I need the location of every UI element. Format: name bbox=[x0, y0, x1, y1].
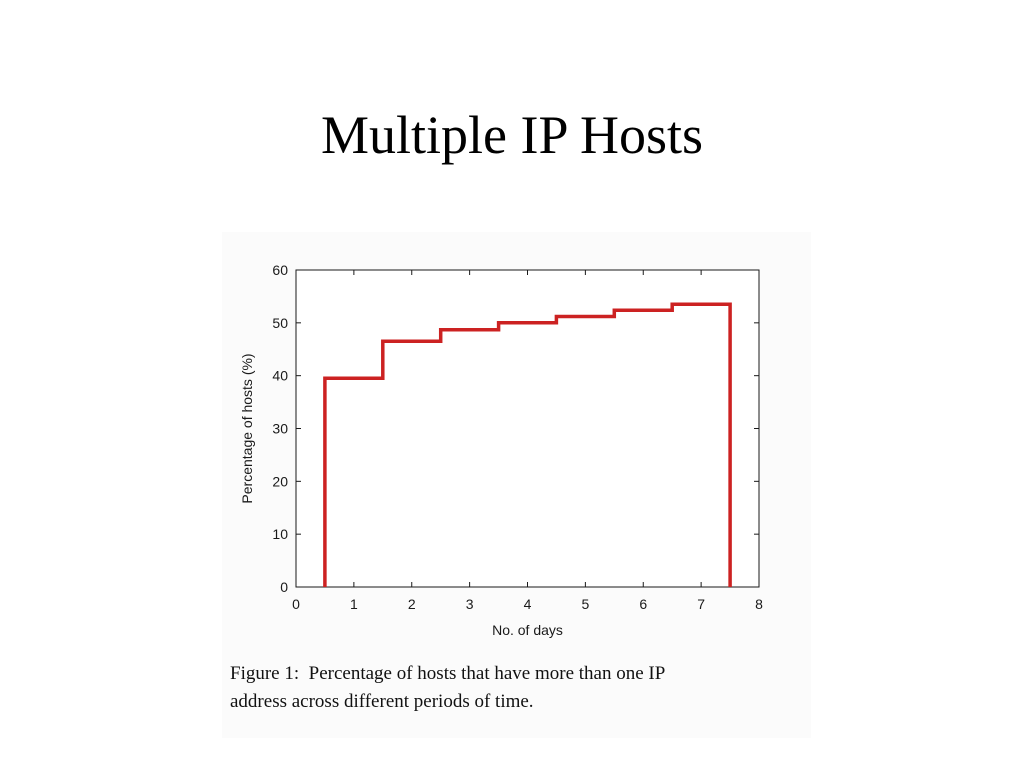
x-tick-label: 6 bbox=[639, 596, 647, 612]
x-tick-label: 2 bbox=[408, 596, 416, 612]
x-tick-label: 5 bbox=[581, 596, 589, 612]
y-tick-label: 20 bbox=[272, 473, 288, 489]
x-tick-label: 0 bbox=[292, 596, 300, 612]
x-tick-label: 7 bbox=[697, 596, 705, 612]
y-axis-title: Percentage of hosts (%) bbox=[239, 353, 255, 503]
x-tick-label: 3 bbox=[466, 596, 474, 612]
x-tick-label: 8 bbox=[755, 596, 763, 612]
caption-line-2: address across different periods of time… bbox=[230, 691, 534, 712]
caption-line-1: Figure 1: Percentage of hosts that have … bbox=[230, 663, 666, 684]
step-chart: 0 1 2 3 4 5 6 7 8 0 10 20 30 40 50 60 No. of days Perce… bbox=[239, 262, 763, 638]
figure-panel: 0 1 2 3 4 5 6 7 8 0 10 20 30 40 50 60 No. of days Perce… bbox=[222, 232, 811, 738]
x-tick-label: 1 bbox=[350, 596, 358, 612]
y-tick-label: 40 bbox=[272, 368, 288, 384]
series-group bbox=[323, 302, 732, 587]
y-tick-label: 10 bbox=[272, 526, 288, 542]
figure-caption: Figure 1: Percentage of hosts that have … bbox=[230, 660, 800, 716]
x-tick-label: 4 bbox=[524, 596, 532, 612]
plot-axes bbox=[295, 269, 760, 588]
slide-title: Multiple IP Hosts bbox=[320, 105, 704, 165]
series-line bbox=[323, 302, 732, 587]
x-axis-title: No. of days bbox=[492, 622, 563, 638]
axis-ticks: 0 1 2 3 4 5 6 7 8 0 10 20 30 40 50 60 bbox=[272, 262, 763, 612]
plot-frame bbox=[295, 269, 760, 588]
y-tick-label: 0 bbox=[280, 579, 288, 595]
y-tick-label: 30 bbox=[272, 421, 288, 437]
y-tick-label: 60 bbox=[272, 262, 288, 278]
y-tick-label: 50 bbox=[272, 315, 288, 331]
